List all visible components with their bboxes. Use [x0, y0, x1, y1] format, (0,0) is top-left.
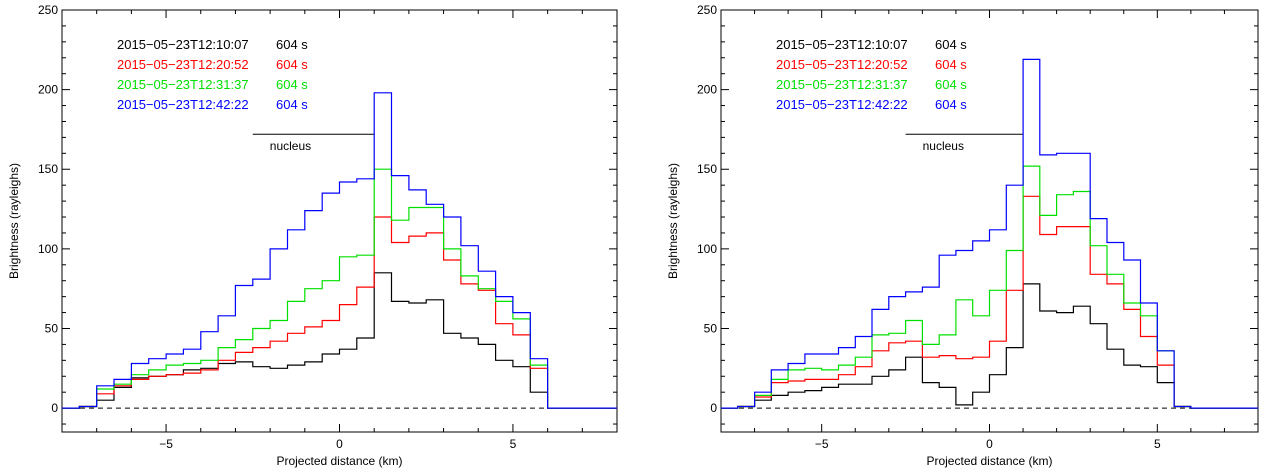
x-tick-label: −5 [815, 437, 829, 451]
legend-entry-1-exposure: 604 s [935, 37, 967, 52]
legend-entry-4-time: 2015−05−23T12:42:22 [117, 97, 249, 112]
x-tick-label: 5 [510, 437, 517, 451]
x-axis-label: Projected distance (km) [276, 454, 402, 468]
y-tick-label: 250 [38, 3, 58, 17]
y-tick-label: 50 [45, 321, 59, 335]
legend-entry-4-time: 2015−05−23T12:42:22 [776, 97, 908, 112]
legend-entry-1-exposure: 604 s [276, 37, 308, 52]
series-line-2 [721, 195, 1258, 409]
series-line-1 [62, 272, 617, 409]
legend-entry-3-time: 2015−05−23T12:31:37 [117, 77, 249, 92]
legend-entry-2-time: 2015−05−23T12:20:52 [776, 57, 908, 72]
y-axis-label: Brightness (rayleighs) [666, 163, 680, 279]
x-axis-label: Projected distance (km) [926, 454, 1052, 468]
series-line-3 [62, 168, 617, 409]
series-line-4 [721, 58, 1258, 409]
legend-entry-1-time: 2015−05−23T12:10:07 [117, 37, 249, 52]
x-tick-label: 5 [1154, 437, 1161, 451]
plot-frame [720, 9, 1259, 433]
x-tick-label: 0 [986, 437, 993, 451]
legend-entry-2-exposure: 604 s [276, 57, 308, 72]
legend-entry-4-exposure: 604 s [276, 97, 308, 112]
nucleus-label: nucleus [270, 139, 311, 153]
legend-entry-3-exposure: 604 s [276, 77, 308, 92]
y-tick-label: 0 [51, 401, 58, 415]
y-tick-label: 150 [38, 162, 58, 176]
x-tick-label: 0 [336, 437, 343, 451]
legend-entry-2-time: 2015−05−23T12:20:52 [117, 57, 249, 72]
series-line-4 [62, 92, 617, 409]
series-line-3 [721, 165, 1258, 409]
legend-entry-3-time: 2015−05−23T12:31:37 [776, 77, 908, 92]
nucleus-label: nucleus [923, 139, 964, 153]
y-tick-label: 150 [697, 162, 717, 176]
legend-entry-3-exposure: 604 s [935, 77, 967, 92]
y-tick-label: 250 [697, 3, 717, 17]
y-axis-label: Brightness (rayleighs) [7, 163, 21, 279]
legend-entry-2-exposure: 604 s [935, 57, 967, 72]
x-tick-label: −5 [159, 437, 173, 451]
y-tick-label: 100 [38, 242, 58, 256]
legend-entry-1-time: 2015−05−23T12:10:07 [776, 37, 908, 52]
y-tick-label: 0 [710, 401, 717, 415]
legend-entry-4-exposure: 604 s [935, 97, 967, 112]
series-line-2 [62, 216, 617, 409]
y-tick-label: 200 [38, 83, 58, 97]
series-line-1 [721, 283, 1258, 409]
y-tick-label: 200 [697, 83, 717, 97]
y-tick-label: 100 [697, 242, 717, 256]
y-tick-label: 50 [704, 321, 718, 335]
